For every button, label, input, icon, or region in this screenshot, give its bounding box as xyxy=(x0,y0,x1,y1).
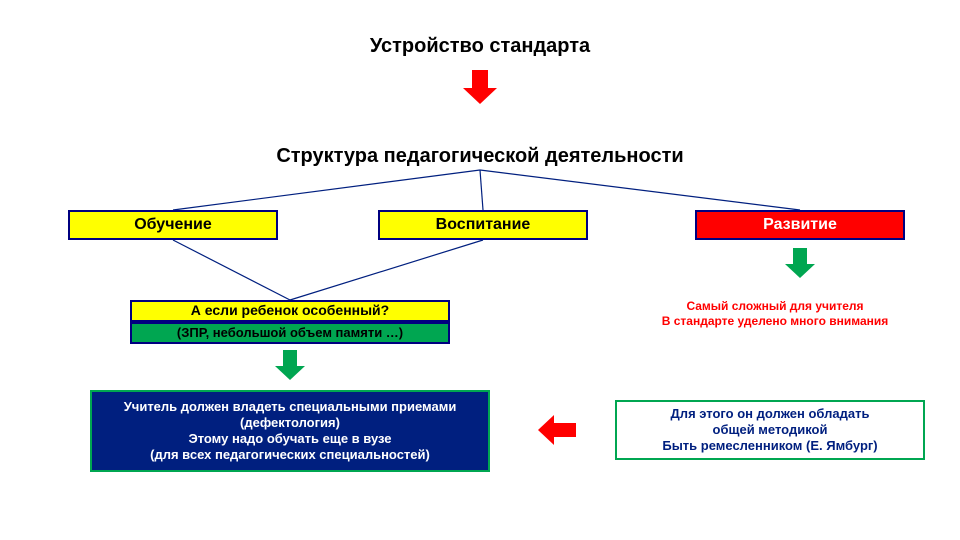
arrow-left-icon xyxy=(538,415,576,445)
box-teacher-methods: Учитель должен владеть специальными прие… xyxy=(90,390,490,472)
box-special-child: А если ребенок особенный? xyxy=(130,300,450,322)
arrow-development-down-icon xyxy=(785,248,815,278)
arrow-special-down-icon xyxy=(275,350,305,380)
box-teaching: Обучение xyxy=(68,210,278,240)
main-title: Устройство стандарта xyxy=(0,35,960,58)
arrow-main-down-icon xyxy=(463,70,497,104)
box-zpr-note: (ЗПР, небольшой объем памяти …) xyxy=(130,322,450,344)
box-general-method: Для этого он должен обладатьобщей методи… xyxy=(615,400,925,460)
sub-title: Структура педагогической деятельности xyxy=(0,145,960,168)
box-upbringing: Воспитание xyxy=(378,210,588,240)
box-most-complex: Самый сложный для учителяВ стандарте уде… xyxy=(625,295,925,333)
box-development: Развитие xyxy=(695,210,905,240)
